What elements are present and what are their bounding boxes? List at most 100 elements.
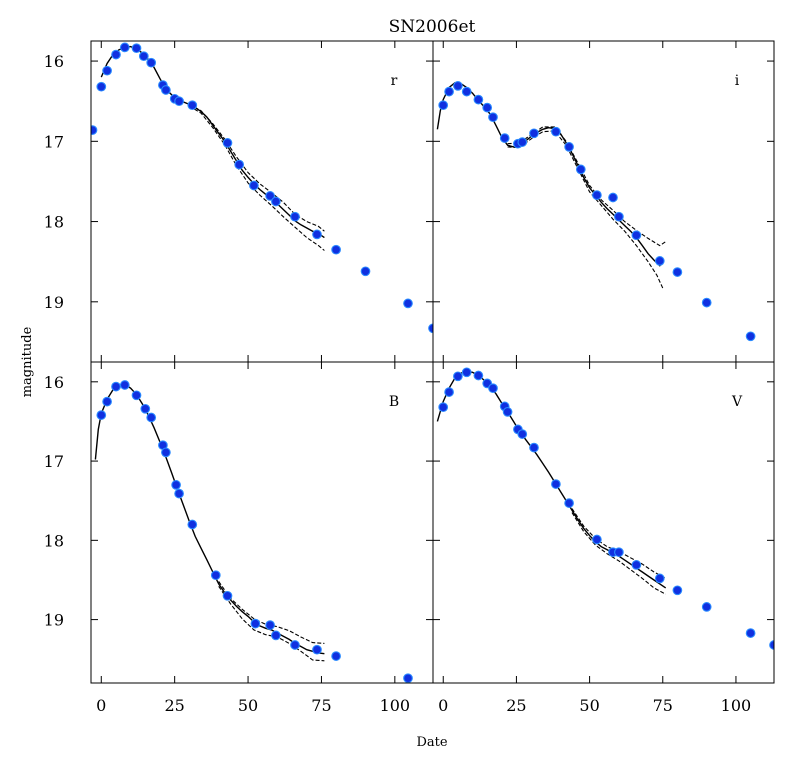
model-line [100, 45, 325, 239]
upper-bound-line [571, 508, 666, 579]
panel-frame [90, 40, 434, 363]
lower-bound-line [571, 512, 666, 595]
data-point [564, 498, 574, 508]
data-point [745, 331, 756, 342]
x-tick-label: 0 [96, 696, 106, 715]
data-point [769, 640, 774, 650]
data-point [138, 51, 149, 62]
y-tick-label: 19 [44, 293, 64, 312]
data-point [146, 57, 157, 68]
data-point [187, 519, 198, 530]
y-tick-label: 16 [44, 373, 64, 392]
panel-plot-area [91, 42, 433, 334]
data-point [265, 191, 275, 201]
data-point [331, 244, 341, 255]
data-point [592, 190, 602, 200]
panel-V: 0 25 50 75 100 V [432, 361, 775, 715]
data-point [91, 125, 98, 135]
panels: 16 17 18 19 r i 16 17 18 19 0 25 50 75 100 B 0 25 50 75 100 V [44, 40, 775, 715]
x-tick-label: 100 [380, 696, 411, 715]
panel-r: 16 17 18 19 r [44, 40, 434, 363]
data-point [564, 142, 574, 152]
data-point [631, 560, 642, 570]
data-point [551, 479, 561, 489]
data-point [488, 112, 498, 123]
data-point [438, 100, 449, 111]
data-point [312, 644, 322, 655]
data-point [529, 128, 539, 139]
y-tick-label: 18 [44, 213, 64, 232]
data-point [119, 42, 130, 53]
x-tick-label: 0 [438, 696, 448, 715]
data-point [517, 137, 528, 147]
data-point [312, 229, 322, 240]
data-point [290, 640, 300, 650]
data-point [131, 43, 142, 54]
upper-bound-line [189, 103, 325, 232]
data-point [551, 126, 561, 137]
data-point [102, 396, 112, 407]
data-point [453, 371, 463, 382]
data-point [171, 480, 181, 490]
data-point [119, 380, 130, 390]
data-point [187, 100, 198, 111]
lower-bound-line [189, 105, 325, 251]
upper-bound-line [218, 581, 325, 644]
chart-title: SN2006et [389, 17, 476, 37]
data-point [701, 297, 712, 308]
model-line [436, 370, 667, 589]
data-point [111, 381, 121, 392]
y-tick-label: 16 [44, 52, 64, 71]
data-point [249, 180, 259, 191]
data-point [488, 383, 498, 394]
y-axis-label: magnitude [20, 326, 35, 397]
model-line [436, 81, 664, 267]
lower-bound-line [507, 130, 664, 289]
x-tick-label: 25 [506, 696, 526, 715]
y-tick-label: 17 [44, 452, 64, 471]
data-point [96, 410, 107, 420]
data-point [453, 81, 463, 91]
x-axis-label: Date [416, 735, 447, 750]
data-point [111, 49, 121, 60]
data-point [461, 86, 472, 97]
data-point [502, 407, 513, 417]
x-tick-label: 50 [238, 696, 258, 715]
data-point [499, 133, 510, 143]
x-tick-label: 75 [653, 696, 673, 715]
data-point [461, 367, 472, 378]
data-point [444, 86, 454, 97]
data-point [654, 573, 665, 584]
panel-plot-area [436, 367, 774, 650]
data-point [161, 85, 171, 95]
x-tick-label: 25 [164, 696, 184, 715]
data-point [575, 164, 586, 175]
data-point [210, 570, 221, 581]
y-tick-label: 17 [44, 132, 64, 151]
data-point [444, 387, 454, 397]
data-point [428, 323, 433, 334]
data-point [745, 628, 756, 638]
data-point [701, 602, 712, 612]
band-label: B [389, 394, 399, 410]
data-point [438, 402, 449, 413]
x-tick-label: 50 [579, 696, 599, 715]
data-point [250, 618, 261, 629]
data-point [161, 447, 171, 458]
data-point [631, 230, 642, 241]
y-tick-label: 19 [44, 611, 64, 630]
data-point [271, 630, 281, 641]
band-label: i [735, 73, 740, 89]
data-point [174, 488, 184, 499]
panel-frame [432, 361, 775, 684]
data-point [265, 620, 275, 630]
panel-i: i [432, 40, 775, 363]
data-point [102, 65, 112, 76]
data-point [140, 403, 151, 414]
data-point [131, 390, 142, 401]
band-label: r [391, 73, 398, 89]
panel-plot-area [436, 81, 756, 342]
data-point [614, 211, 624, 222]
data-point [174, 96, 184, 107]
